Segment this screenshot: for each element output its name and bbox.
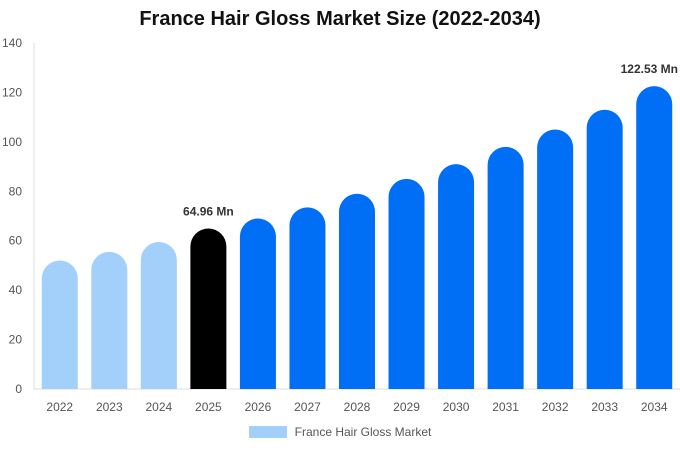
y-tick-label: 120 <box>2 85 22 99</box>
bar-2023 <box>91 251 128 389</box>
x-tick-label: 2030 <box>443 400 470 414</box>
bar-2034 <box>636 86 673 390</box>
bar-2027 <box>289 207 326 389</box>
bar-2024 <box>140 241 177 389</box>
bar-2025 <box>190 228 227 389</box>
bars <box>41 86 673 390</box>
bar-2033 <box>586 109 623 389</box>
x-tick-label: 2024 <box>145 400 172 414</box>
y-tick-label: 0 <box>15 382 22 396</box>
legend: France Hair Gloss Market <box>0 425 680 439</box>
data-label-2025: 64.96 Mn <box>183 204 234 218</box>
y-tick-label: 100 <box>2 135 22 149</box>
y-tick-label: 40 <box>9 283 23 297</box>
bar-2032 <box>537 129 574 389</box>
x-axis: 2022 2023 2024 2025 2026 2027 2028 2029 2030 2031… <box>34 388 680 414</box>
x-tick-label: 2023 <box>96 400 123 414</box>
x-tick-label: 2027 <box>294 400 321 414</box>
bar-2026 <box>239 218 276 389</box>
legend-swatch <box>248 426 287 438</box>
data-labels: 64.96 Mn 122.53 Mn <box>183 62 678 218</box>
x-tick-label: 2029 <box>393 400 420 414</box>
y-tick-label: 60 <box>9 234 23 248</box>
x-tick-label: 2032 <box>542 400 569 414</box>
chart-title: France Hair Gloss Market Size (2022-2034… <box>139 8 541 30</box>
bar-2022 <box>41 260 78 389</box>
bar-2029 <box>388 178 425 389</box>
bar-2028 <box>339 193 375 389</box>
legend-label: France Hair Gloss Market <box>294 425 432 439</box>
x-tick-label: 2025 <box>195 400 222 414</box>
x-tick-label: 2034 <box>641 400 668 414</box>
y-tick-label: 20 <box>9 333 23 347</box>
x-tick-label: 2028 <box>344 400 371 414</box>
y-tick-label: 140 <box>2 36 22 50</box>
bar-2031 <box>487 146 524 389</box>
bar-2030 <box>438 164 475 389</box>
y-axis: 0 20 40 60 80 100 120 140 <box>2 36 35 396</box>
x-tick-label: 2031 <box>492 400 519 414</box>
x-tick-label: 2026 <box>245 400 272 414</box>
x-tick-label: 2022 <box>46 400 73 414</box>
y-tick-label: 80 <box>9 184 23 198</box>
data-label-2034: 122.53 Mn <box>621 62 678 76</box>
x-tick-label: 2033 <box>591 400 618 414</box>
